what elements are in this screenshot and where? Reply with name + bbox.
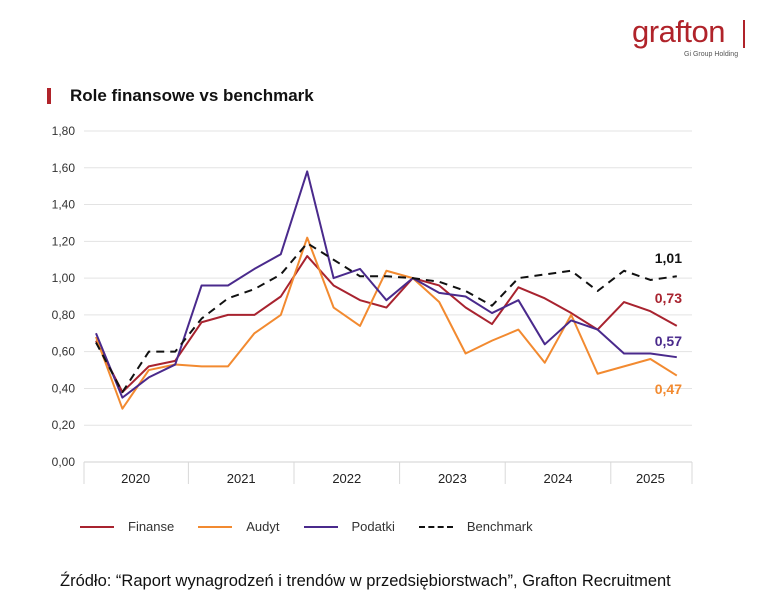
end-value-label: 0,47 xyxy=(655,381,682,397)
y-tick-label: 1,40 xyxy=(52,198,76,212)
grafton-logo: grafton Gi Group Holding xyxy=(628,16,748,62)
series-line-podatki xyxy=(95,170,677,399)
end-value-label: 1,01 xyxy=(655,250,682,266)
source-note: Źródło: “Raport wynagrodzeń i trendów w … xyxy=(60,572,671,590)
y-tick-label: 1,60 xyxy=(52,161,76,175)
legend-swatch xyxy=(303,525,338,528)
series-line-benchmark xyxy=(95,242,677,394)
legend-item: Finanse xyxy=(80,519,174,534)
logo-bar xyxy=(743,20,745,48)
legend: Finanse Audyt Podatki Benchmark xyxy=(80,519,557,534)
y-tick-label: 1,80 xyxy=(52,124,76,138)
logo-subtitle: Gi Group Holding xyxy=(684,51,739,58)
x-year-label: 2023 xyxy=(438,471,467,486)
title-accent xyxy=(47,88,51,104)
y-tick-label: 0,40 xyxy=(52,381,76,395)
legend-swatch xyxy=(418,525,453,528)
legend-label: Audyt xyxy=(246,519,280,534)
end-value-label: 0,57 xyxy=(655,333,682,349)
chart-title: Role finansowe vs benchmark xyxy=(70,86,314,105)
y-tick-label: 0,60 xyxy=(52,345,76,359)
x-year-label: 2024 xyxy=(544,471,573,486)
legend-label: Finanse xyxy=(128,519,175,534)
logo-wordmark: grafton xyxy=(632,14,726,49)
legend-item: Benchmark xyxy=(418,519,533,534)
x-year-label: 2021 xyxy=(227,471,256,486)
legend-item: Podatki xyxy=(303,519,395,534)
legend-label: Benchmark xyxy=(466,519,533,534)
y-tick-label: 0,20 xyxy=(52,418,76,432)
y-tick-label: 1,20 xyxy=(52,234,76,248)
y-tick-label: 0,00 xyxy=(52,455,76,469)
legend-label: Podatki xyxy=(351,519,395,534)
x-year-label: 2022 xyxy=(332,471,361,486)
end-value-label: 0,73 xyxy=(655,290,682,306)
x-year-label: 2020 xyxy=(121,471,150,486)
legend-item: Audyt xyxy=(198,519,280,534)
legend-swatch xyxy=(80,525,114,528)
series-line-audyt xyxy=(95,236,678,410)
y-tick-label: 1,00 xyxy=(52,271,76,285)
x-year-label: 2025 xyxy=(636,471,665,486)
legend-swatch xyxy=(198,525,233,528)
y-tick-label: 0,80 xyxy=(52,308,76,322)
series-line-finanse xyxy=(95,255,678,394)
